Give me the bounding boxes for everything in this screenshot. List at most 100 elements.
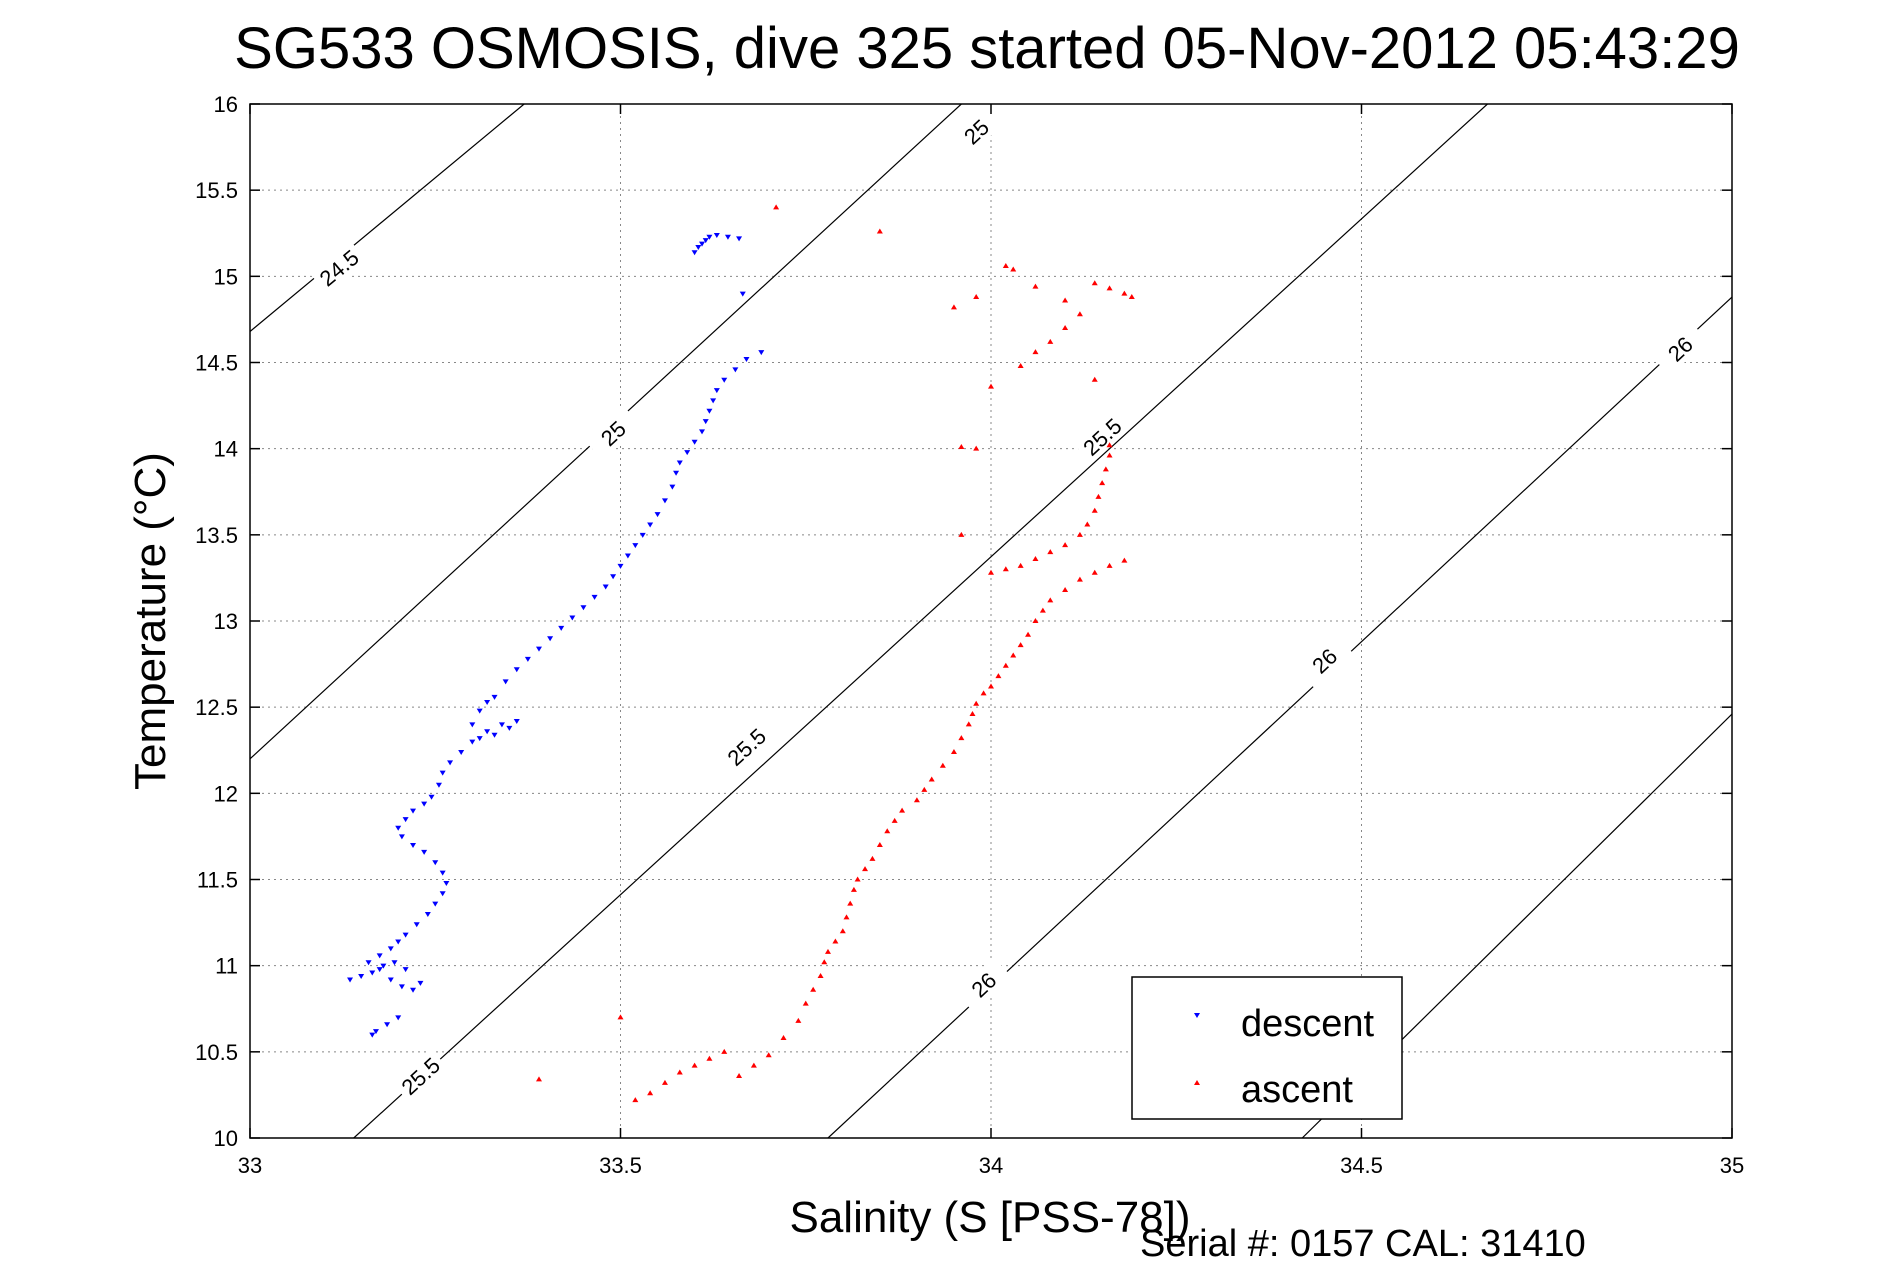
descent-point [569, 615, 576, 621]
ascent-point [1121, 557, 1128, 563]
descent-point [558, 625, 565, 631]
ascent-point [1106, 442, 1113, 448]
ascent-point [869, 855, 876, 861]
descent-point [398, 834, 405, 840]
ascent-point [1017, 362, 1024, 368]
ascent-point [939, 762, 946, 768]
descent-point [547, 636, 554, 642]
descent-point [484, 729, 491, 735]
ascent-point [765, 1052, 772, 1058]
descent-point [624, 553, 631, 559]
descent-point [702, 238, 709, 244]
descent-point [369, 970, 376, 976]
density-contour-line [250, 104, 525, 332]
contour-label-background [955, 957, 1012, 1012]
descent-point [476, 708, 483, 714]
y-axis-ticks: 10 10.5 11 11.5 12 12.5 13 13.5 14 14.5 15 15.5 16 [195, 92, 1732, 1151]
x-tick-label: 33 [238, 1153, 262, 1178]
y-tick-label: 14.5 [195, 351, 238, 376]
ascent-point [965, 721, 972, 727]
descent-point [654, 512, 661, 518]
ascent-point [1032, 618, 1039, 623]
descent-point [410, 843, 417, 849]
descent-point [699, 241, 706, 247]
descent-point [676, 460, 683, 466]
ascent-point [1102, 466, 1109, 472]
descent-point [535, 646, 542, 652]
ascent-point [1076, 576, 1083, 582]
descent-point [432, 860, 439, 866]
descent-point [421, 801, 428, 807]
y-tick-label: 10.5 [195, 1040, 238, 1065]
descent-point [673, 470, 680, 476]
ascent-point [876, 842, 883, 848]
descent-point [736, 236, 743, 242]
descent-point [402, 932, 409, 938]
descent-point [498, 722, 505, 728]
descent-point [402, 967, 409, 973]
ascent-point [1010, 266, 1017, 272]
descent-point [398, 984, 405, 990]
y-tick-label: 11 [215, 954, 238, 979]
descent-point [369, 1032, 376, 1038]
ascent-point [1076, 531, 1083, 537]
descent-point [602, 584, 609, 590]
ascent-point [973, 700, 980, 706]
ascent-point [824, 948, 831, 954]
ascent-point [617, 1014, 624, 1020]
density-contour-line [353, 104, 1488, 1138]
descent-point [476, 736, 483, 742]
descent-point [669, 484, 676, 490]
ascent-point [676, 1069, 683, 1075]
contour-label-background [310, 241, 368, 295]
ascent-point [988, 569, 994, 575]
y-tick-label: 15.5 [195, 178, 238, 203]
ascent-point [750, 1062, 757, 1068]
ascent-point [706, 1055, 713, 1061]
descent-point [706, 408, 713, 414]
y-tick-label: 16 [214, 92, 238, 117]
ascent-point [958, 443, 965, 449]
descent-point [506, 725, 513, 731]
ascent-point [1062, 297, 1069, 303]
legend-ascent-label: ascent [1241, 1069, 1353, 1111]
ascent-point [847, 900, 854, 906]
descent-point [691, 439, 698, 445]
ascent-point [736, 1072, 743, 1078]
ascent-point [1010, 652, 1017, 658]
descent-point [699, 429, 706, 435]
ascent-point [810, 986, 817, 992]
ascent-point [1099, 480, 1106, 486]
y-tick-label: 10 [214, 1126, 238, 1151]
descent-point [439, 891, 446, 897]
ascent-point [950, 304, 957, 310]
ascent-point [691, 1062, 698, 1068]
descent-point [691, 250, 698, 256]
ascent-point [1032, 555, 1039, 561]
descent-point [435, 782, 442, 788]
ascent-point [1062, 542, 1069, 548]
ascent-point [832, 938, 839, 944]
descent-point [387, 977, 394, 983]
ascent-point [1002, 262, 1009, 268]
ascent-point [1091, 569, 1098, 575]
descent-point [387, 946, 394, 952]
y-axis-label: Temperature (°C) [126, 452, 175, 790]
descent-point [347, 977, 354, 983]
ascent-point [647, 1090, 654, 1096]
descent-point [413, 922, 420, 928]
ascent-point [988, 383, 994, 389]
descent-point [384, 1022, 391, 1028]
ascent-point [1084, 521, 1091, 527]
ascent-point [1047, 549, 1054, 555]
ascent-point [802, 1000, 809, 1006]
descent-point [458, 749, 465, 755]
ascent-point [1091, 280, 1098, 286]
ascent-point [1039, 607, 1046, 613]
ascent-point [958, 531, 965, 537]
ascent-point [1017, 562, 1024, 568]
ascent-point [969, 711, 976, 717]
serial-cal-footer: Serial #: 0157 CAL: 31410 [1140, 1223, 1586, 1262]
descent-point [513, 718, 520, 724]
